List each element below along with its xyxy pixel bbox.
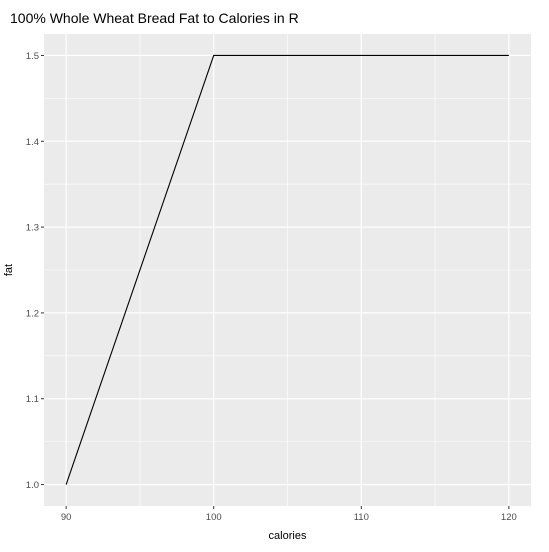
y-tick-label: 1.3 (26, 223, 39, 234)
x-tick-label: 120 (501, 512, 517, 523)
y-axis-title: fat (3, 264, 15, 276)
minor-gridlines (44, 34, 531, 506)
x-tick-label: 100 (206, 512, 222, 523)
chart-title: 100% Whole Wheat Bread Fat to Calories i… (10, 10, 299, 26)
x-tick-label: 90 (61, 512, 72, 523)
y-tick-label: 1.5 (26, 51, 39, 62)
y-tick-label: 1.1 (26, 394, 39, 405)
y-tick-label: 1.0 (26, 480, 39, 491)
major-gridlines (44, 34, 531, 506)
x-axis: 90 100 110 120 (61, 506, 517, 523)
x-axis-title: calories (269, 530, 307, 542)
x-tick-label: 110 (354, 512, 369, 523)
y-tick-label: 1.2 (26, 308, 39, 319)
y-tick-label: 1.4 (26, 137, 39, 148)
y-axis: 1.0 1.1 1.2 1.3 1.4 1.5 (26, 51, 44, 491)
series-line (65, 54, 509, 485)
series-group (65, 54, 509, 485)
